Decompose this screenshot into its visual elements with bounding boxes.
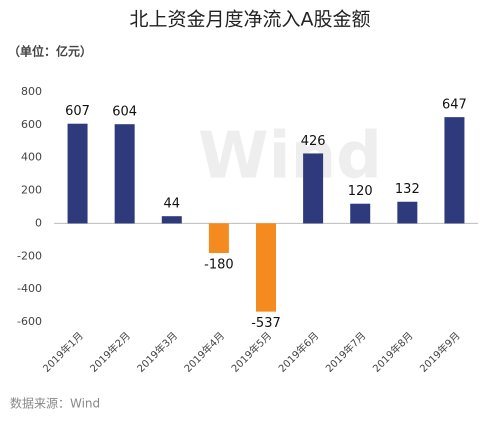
y-tick-label: -600 <box>17 315 42 328</box>
data-label: 604 <box>112 105 137 120</box>
data-label: 44 <box>164 197 181 212</box>
bar <box>256 223 276 312</box>
y-tick-label: 400 <box>21 151 42 164</box>
y-tick-label: 0 <box>35 216 42 229</box>
x-tick-label: 2019年5月 <box>228 329 274 375</box>
x-tick-label: 2019年2月 <box>87 329 133 375</box>
y-tick-label: -400 <box>17 282 42 295</box>
watermark: Wind <box>198 120 382 194</box>
x-tick-label: 2019年3月 <box>134 329 180 375</box>
x-tick-label: 2019年6月 <box>276 329 322 375</box>
bar <box>208 223 229 253</box>
bar <box>397 201 418 224</box>
x-tick-label: 2019年7月 <box>323 329 369 375</box>
data-label: 607 <box>65 104 90 119</box>
data-label: 647 <box>442 98 467 113</box>
data-label: 132 <box>395 182 420 197</box>
bar <box>67 123 88 224</box>
y-tick-label: 800 <box>21 85 42 98</box>
bar <box>161 216 182 224</box>
y-tick-label: 200 <box>21 184 42 197</box>
x-tick-label: 2019年8月 <box>370 329 416 375</box>
x-tick-label: 2019年1月 <box>40 329 86 375</box>
bar <box>114 124 135 224</box>
bar <box>444 117 465 224</box>
data-label: -180 <box>204 258 234 273</box>
chart-title: 北上资金月度净流入A股金额 <box>130 9 371 31</box>
source: 数据来源：Wind <box>10 396 100 411</box>
data-label: -537 <box>251 316 281 331</box>
bar <box>303 153 324 224</box>
data-label: 120 <box>348 184 373 199</box>
x-tick-label: 2019年9月 <box>417 329 463 375</box>
x-tick-label: 2019年4月 <box>181 329 227 375</box>
bar <box>350 203 371 224</box>
y-tick-label: 600 <box>21 118 42 131</box>
data-label: 426 <box>301 134 326 149</box>
y-tick-label: -200 <box>17 249 42 262</box>
unit-label: （单位：亿元） <box>8 44 92 59</box>
